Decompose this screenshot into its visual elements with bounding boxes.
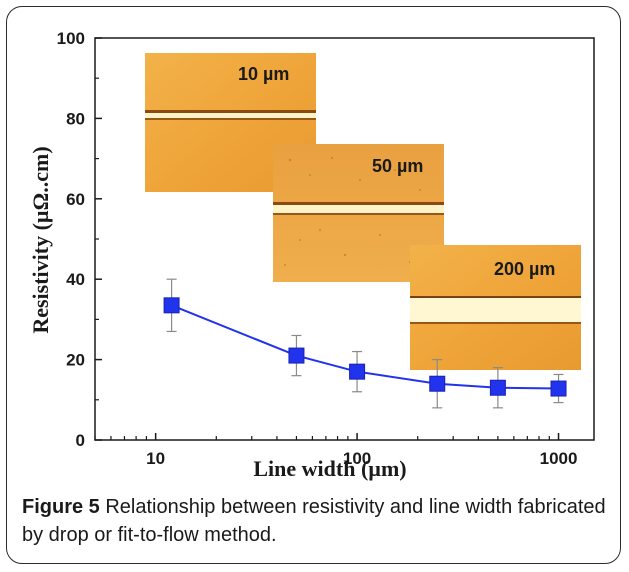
data-point (550, 380, 567, 397)
inset-200um-label: 200 µm (494, 259, 555, 279)
resistivity-chart: 10 µm 50 µm 200 µm 0 20 40 60 80 100 10 100 100… (28, 29, 595, 481)
y-tick-label: 80 (66, 109, 85, 128)
inset-50um: 50 µm (273, 144, 444, 282)
y-tick-label: 100 (57, 29, 85, 48)
caption-text: Relationship between resistivity and lin… (22, 496, 606, 546)
data-point (429, 375, 446, 392)
data-series (163, 278, 567, 409)
x-axis: 10 100 1000 (94, 433, 578, 468)
x-tick-label: 10 (146, 449, 165, 468)
figure-number: Figure 5 (22, 496, 100, 518)
y-tick-label: 0 (76, 431, 85, 450)
data-point (349, 363, 366, 380)
y-axis-title: Resistivity (µΩ..cm) (28, 146, 53, 333)
figure-caption: Figure 5 Relationship between resistivit… (22, 493, 612, 549)
data-point (288, 347, 305, 364)
y-tick-label: 20 (66, 351, 85, 370)
y-axis: 0 20 40 60 80 100 (57, 29, 102, 450)
data-point (489, 379, 506, 396)
inset-10um-label: 10 µm (238, 64, 289, 84)
series-line (171, 304, 559, 390)
y-tick-label: 60 (66, 190, 85, 209)
data-point (163, 297, 180, 314)
x-tick-label: 100 (343, 449, 371, 468)
x-axis-title: Line width (µm) (253, 456, 406, 481)
x-tick-label: 1000 (540, 449, 578, 468)
y-tick-label: 40 (66, 270, 85, 289)
inset-200um: 200 µm (410, 245, 581, 370)
inset-50um-label: 50 µm (372, 156, 423, 176)
